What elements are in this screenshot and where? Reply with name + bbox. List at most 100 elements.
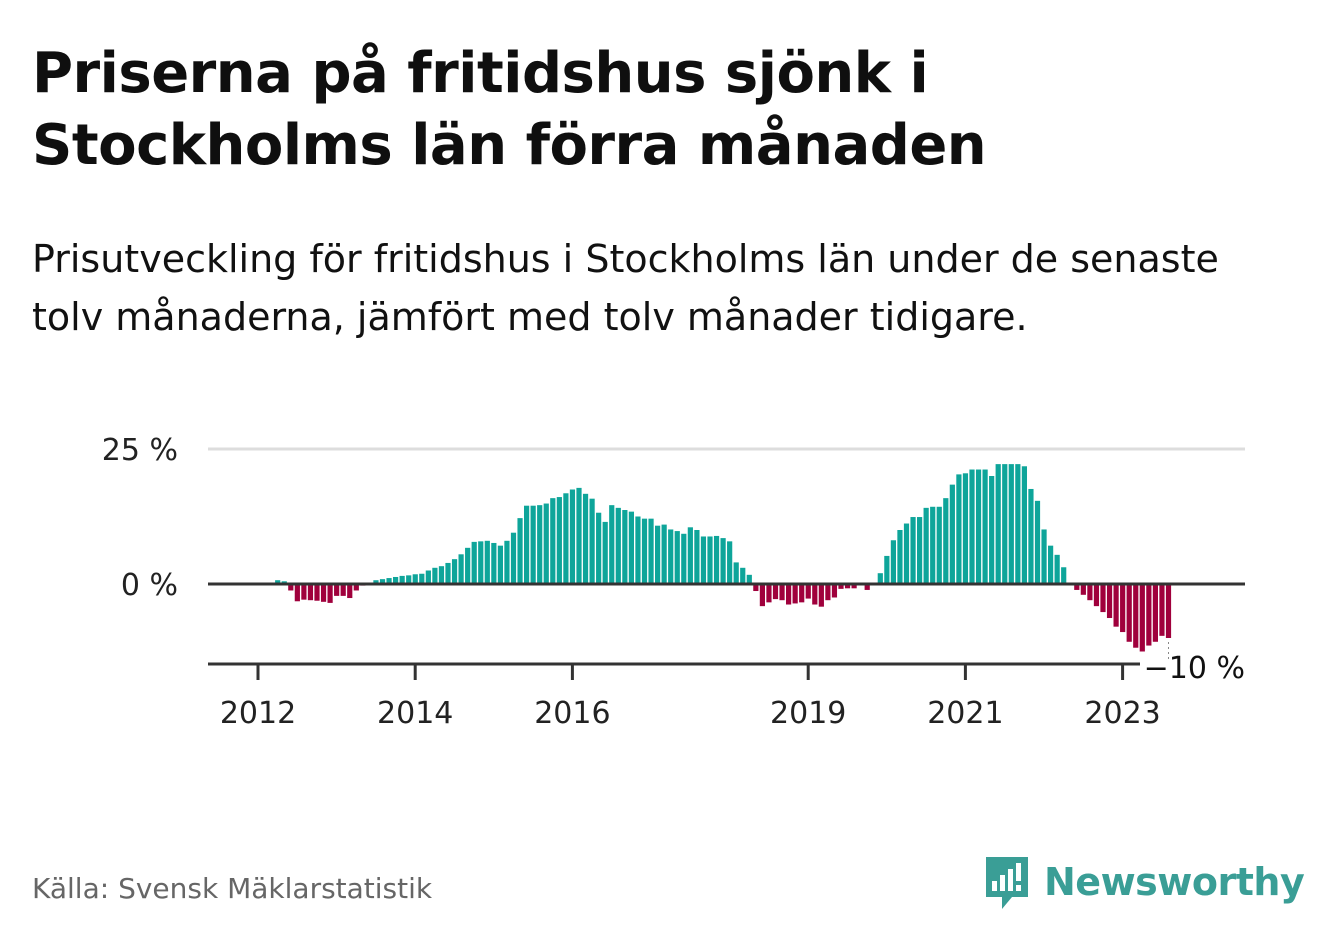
bar xyxy=(740,567,746,584)
bar-chart: 25 % 0 % 2012 2014 2016 2019 2021 2023 −10 % xyxy=(102,433,1245,731)
x-tick-label: 2019 xyxy=(770,696,846,731)
bar xyxy=(930,506,936,584)
bar xyxy=(1100,584,1106,613)
bar xyxy=(294,584,300,602)
bar xyxy=(1165,584,1172,638)
bar xyxy=(484,540,490,584)
bar xyxy=(923,507,929,584)
bar xyxy=(563,493,569,584)
bar xyxy=(451,559,458,584)
bar xyxy=(301,584,307,600)
bar xyxy=(386,578,392,584)
bar xyxy=(897,530,903,584)
bar xyxy=(851,584,857,589)
bar xyxy=(831,584,838,598)
bar xyxy=(458,554,464,584)
x-tick-label: 2014 xyxy=(377,696,453,731)
bar xyxy=(576,487,582,584)
bar xyxy=(1093,584,1100,607)
bar xyxy=(471,541,477,584)
bar xyxy=(799,584,805,603)
bar xyxy=(307,584,314,601)
newsworthy-logo-icon xyxy=(986,857,1028,909)
bar xyxy=(1002,464,1008,584)
bar xyxy=(733,562,739,584)
bar xyxy=(543,503,549,584)
bar xyxy=(687,527,693,584)
bar xyxy=(995,464,1001,584)
x-tick-label: 2016 xyxy=(534,696,610,731)
y-tick-label: 25 % xyxy=(102,433,178,468)
bar xyxy=(805,584,811,599)
bar xyxy=(864,584,870,590)
bar xyxy=(438,566,445,584)
bar xyxy=(379,579,386,584)
bar xyxy=(674,531,680,584)
bar xyxy=(884,555,890,584)
bar xyxy=(504,540,510,584)
bar xyxy=(517,518,523,584)
bar xyxy=(510,532,517,584)
bar xyxy=(1008,464,1014,584)
bar xyxy=(288,584,294,591)
bar xyxy=(340,584,346,596)
bar xyxy=(720,538,726,584)
bar xyxy=(334,584,340,596)
bar xyxy=(844,584,851,589)
bar xyxy=(786,584,792,605)
bar xyxy=(1034,500,1041,584)
bar xyxy=(661,524,667,584)
bar xyxy=(582,493,589,584)
bar xyxy=(1074,584,1080,590)
bar xyxy=(596,512,602,584)
bar xyxy=(877,573,883,584)
bar xyxy=(478,541,484,584)
bar xyxy=(903,523,910,584)
bar xyxy=(943,498,949,584)
bar xyxy=(818,584,824,607)
bar xyxy=(949,484,955,584)
bar xyxy=(353,584,359,591)
axis-layer: 25 % 0 % 2012 2014 2016 2019 2021 2023 −10 % xyxy=(102,433,1245,731)
bar xyxy=(347,584,353,599)
x-tick-label: 2023 xyxy=(1084,696,1160,731)
y-tick-label: 0 % xyxy=(121,568,178,603)
bar xyxy=(975,469,982,584)
bar xyxy=(910,517,916,584)
bar xyxy=(537,505,543,584)
bar xyxy=(1041,529,1047,584)
bar xyxy=(1120,584,1126,633)
bar xyxy=(655,525,661,584)
bar xyxy=(609,505,615,584)
bar xyxy=(713,535,720,584)
bar xyxy=(1126,584,1132,642)
bar xyxy=(635,516,641,584)
bar xyxy=(432,567,438,584)
bar xyxy=(1159,584,1165,636)
bar xyxy=(1054,554,1060,584)
bar xyxy=(694,530,700,584)
bar xyxy=(681,533,687,584)
bar xyxy=(969,469,975,584)
bar xyxy=(1146,584,1152,646)
brand-logo[interactable]: Newsworthy xyxy=(982,852,1305,912)
bar xyxy=(825,584,831,601)
chart-subtitle: Prisutveckling för fritidshus i Stockhol… xyxy=(32,237,1219,339)
brand-name: Newsworthy xyxy=(1044,860,1305,904)
x-tick-label: 2012 xyxy=(220,696,296,731)
bar xyxy=(917,517,923,584)
bar xyxy=(1015,464,1021,584)
bar xyxy=(1080,584,1086,595)
bar xyxy=(589,498,595,584)
bar xyxy=(393,576,399,584)
bar xyxy=(812,584,818,605)
bar xyxy=(838,584,844,589)
bar xyxy=(1139,584,1145,652)
bar xyxy=(700,536,707,584)
bar xyxy=(792,584,798,604)
bar xyxy=(497,545,503,584)
bar xyxy=(314,584,320,601)
bar xyxy=(668,529,674,584)
bar xyxy=(445,562,451,584)
bar xyxy=(569,489,576,584)
